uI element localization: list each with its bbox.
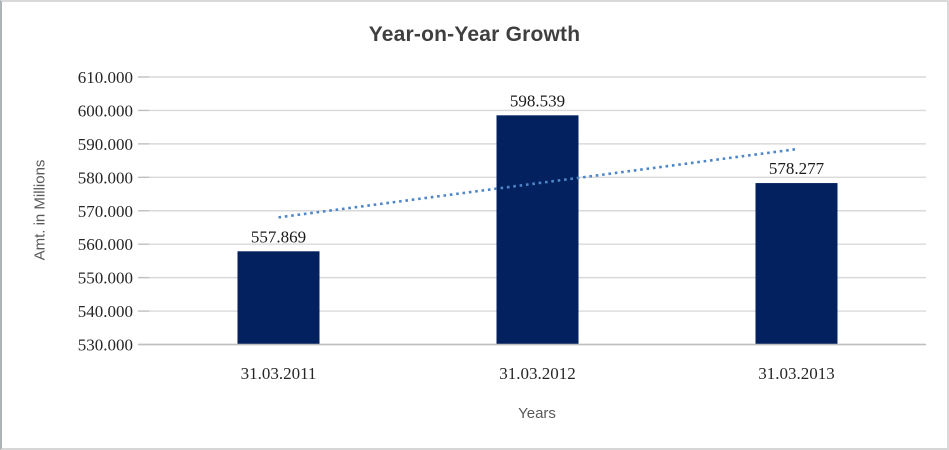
y-tick-label: 580.000 (78, 168, 133, 187)
x-axis-title: Years (518, 405, 556, 422)
x-tick-label: 31.03.2013 (758, 364, 835, 383)
y-tick-label: 530.000 (78, 336, 133, 355)
bar-data-label: 557.869 (251, 227, 306, 246)
x-tick-label: 31.03.2011 (241, 364, 317, 383)
y-tick-label: 590.000 (78, 135, 133, 154)
bar (755, 183, 838, 345)
bar-data-label: 598.539 (510, 91, 565, 110)
bar (237, 251, 320, 345)
bar (496, 115, 579, 345)
y-tick-label: 560.000 (78, 235, 133, 254)
chart-title: Year-on-Year Growth (368, 23, 581, 46)
bar-data-label: 578.277 (769, 159, 825, 178)
y-tick-label: 550.000 (78, 269, 133, 288)
y-tick-label: 610.000 (78, 68, 133, 87)
y-tick-label: 600.000 (78, 101, 133, 120)
y-tick-label: 540.000 (78, 302, 133, 321)
y-tick-label: 570.000 (78, 202, 133, 221)
x-tick-label: 31.03.2012 (499, 364, 576, 383)
trendline (278, 147, 797, 219)
